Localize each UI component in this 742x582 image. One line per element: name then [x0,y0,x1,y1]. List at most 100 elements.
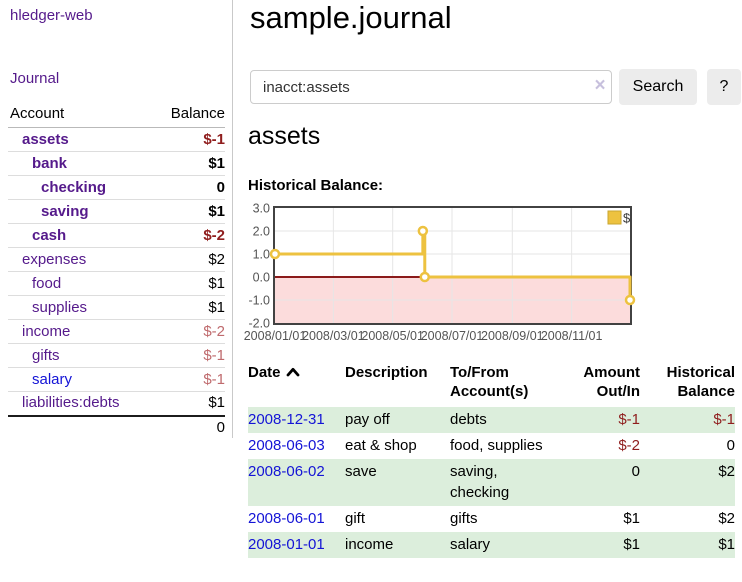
register-table: Date Description To/From Account(s) Amou… [248,361,735,558]
account-row: expenses $2 [8,247,225,272]
register-header-description: Description [345,364,428,381]
register-accounts-line: salary [450,536,491,553]
accounts-body: assets $-1 bank $1 checking 0 saving $1 cash $-2 e… [8,127,225,416]
account-balance: $-2 [152,223,225,248]
register-header-date-label: Date [248,364,281,381]
account-name-cell: salary [8,367,153,392]
account-row: bank $1 [8,151,225,176]
chart-svg: $3.0 2.0 1.0 0.0 -1.0 -2.02008/01/012008/03/0… [244,202,636,343]
account-row: gifts $-1 [8,343,225,368]
register-balance-cell: $-1 [640,407,735,433]
app-brand-link[interactable]: hledger-web [10,7,93,24]
register-header-accounts-line1: To/From [450,364,509,381]
account-name-cell: expenses [8,247,153,272]
accounts-header-account: Account [8,103,153,128]
account-link-supplies[interactable]: supplies [32,298,88,316]
register-header-balance: Historical Balance [640,361,735,407]
x-axis-tick-label: 2008/09/01 [481,329,544,343]
x-axis-tick-label: 2008/03/01 [302,329,365,343]
register-accounts-line: saving, [450,463,498,480]
account-name-cell: bank [8,151,153,176]
legend-swatch [607,210,622,225]
data-point-marker [419,271,431,283]
account-balance: $1 [152,199,225,224]
data-point-marker [624,294,636,306]
account-heading: assets [248,122,321,150]
register-description-cell: eat & shop [345,437,417,454]
account-row: food $1 [8,271,225,296]
y-axis-tick-label: 3.0 [253,202,270,216]
y-axis-tick-label: 1.0 [253,248,270,262]
register-header-balance-line1: Historical [666,364,735,381]
account-link-checking[interactable]: checking [41,178,107,196]
register-balance-cell: 0 [726,437,735,454]
register-accounts-cell: gifts [450,506,570,532]
y-axis-tick-label: 2.0 [253,225,270,239]
register-header-row: Date Description To/From Account(s) Amou… [248,361,735,407]
account-name-cell: food [8,271,153,296]
account-link-food[interactable]: food [32,274,62,292]
account-row: liabilities:debts $1 [8,391,225,416]
account-name-cell: checking [8,175,153,200]
account-link-cash[interactable]: cash [32,226,67,244]
register-row: 2008-06-01 gift gifts $1 $2 [248,506,735,532]
register-header-date[interactable]: Date [248,361,345,407]
register-body: 2008-12-31 pay off debts $-1 $-1 2008-06-03 ea… [248,407,735,558]
transaction-date-link[interactable]: 2008-01-01 [248,536,325,553]
account-link-liabilities-debts[interactable]: liabilities:debts [22,394,120,412]
transaction-date-link[interactable]: 2008-06-01 [248,510,325,527]
register-date-cell: 2008-06-01 [248,506,345,532]
account-balance: $1 [152,391,225,416]
account-row: income $-2 [8,319,225,344]
register-balance-cell: $2 [718,510,735,527]
account-name-cell: cash [8,223,153,248]
transaction-date-link[interactable]: 2008-12-31 [248,411,325,428]
account-link-assets[interactable]: assets [22,130,69,148]
register-accounts-line: food, supplies [450,437,543,454]
account-link-gifts[interactable]: gifts [32,346,60,364]
account-name-cell: saving [8,199,153,224]
account-row: checking 0 [8,175,225,200]
account-link-bank[interactable]: bank [32,154,68,172]
register-amount-cell: $-2 [618,437,640,454]
account-balance: $-1 [152,343,225,368]
x-axis-tick-label: 2008/01/01 [244,329,307,343]
account-balance: $-1 [152,367,225,392]
help-button[interactable]: ? [707,69,741,105]
sidebar-item-journal[interactable]: Journal [10,70,60,87]
account-link-saving[interactable]: saving [41,202,89,220]
accounts-total-value: 0 [152,414,225,440]
account-balance: $1 [152,295,225,320]
plot-border [273,206,632,325]
register-description-cell: save [345,459,450,506]
register-accounts-cell: saving, checking [450,459,570,506]
search-button[interactable]: Search [619,69,697,105]
transaction-date-link[interactable]: 2008-06-02 [248,463,325,480]
y-axis-tick-label: -1.0 [248,294,270,308]
sidebar: hledger-web Journal Account Balance asse… [0,0,233,440]
account-link-expenses[interactable]: expenses [22,250,87,268]
account-name-cell: assets [8,127,153,152]
register-row: 2008-12-31 pay off debts $-1 $-1 [248,407,735,433]
register-row: 2008-01-01 income salary $1 $1 [248,532,735,558]
chart-title: Historical Balance: [248,177,384,194]
register-amount-cell: $1 [623,510,640,527]
account-link-salary[interactable]: salary [32,370,73,388]
transaction-date-link[interactable]: 2008-06-03 [248,437,325,454]
y-axis-tick-label: 0.0 [253,271,270,285]
clear-search-icon[interactable]: × [594,75,606,96]
register-date-cell: 2008-01-01 [248,532,345,558]
account-name-cell: supplies [8,295,153,320]
register-description-cell: gift [345,510,366,527]
register-header-amount: Amount Out/In [570,361,640,407]
account-balance: $1 [152,271,225,296]
register-amount-cell: $-1 [570,407,640,433]
accounts-table: Account Balance assets $-1 bank $1 checking 0… [8,103,225,440]
account-link-income[interactable]: income [22,322,71,340]
search-input[interactable] [250,70,612,104]
register-date-cell: 2008-06-03 [248,433,345,459]
register-accounts-cell: food, supplies [450,433,570,459]
register-row: 2008-06-03 eat & shop food, supplies $-2 0 [248,433,735,459]
register-amount-cell: $1 [570,532,640,558]
register-description-cell: pay off [345,407,450,433]
